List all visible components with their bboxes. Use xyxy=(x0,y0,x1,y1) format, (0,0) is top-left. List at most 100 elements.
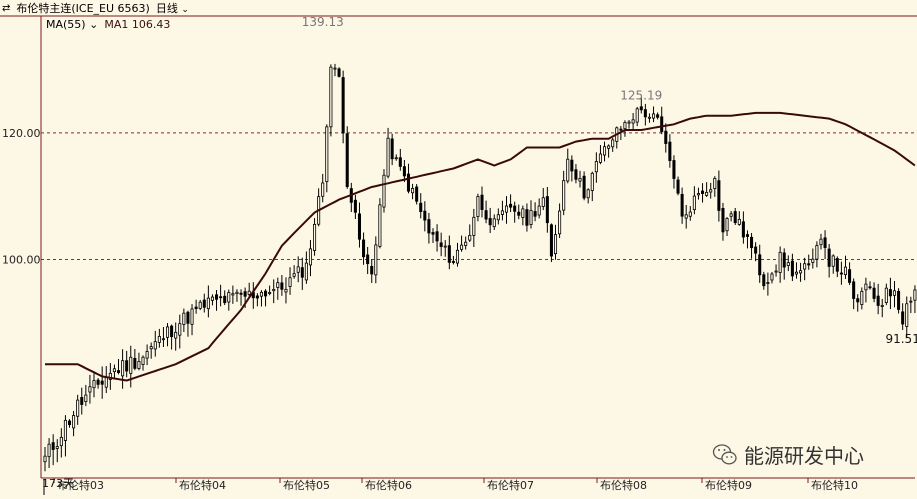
candle-body xyxy=(357,213,361,240)
candle-body xyxy=(276,282,280,288)
candle-body xyxy=(594,161,598,173)
candle-body xyxy=(443,245,447,248)
x-tick-label: 布伦特03 xyxy=(57,478,104,492)
ma-selector[interactable]: MA(55) ⌄ xyxy=(46,18,98,31)
period-selector[interactable]: 日线 ⌄ xyxy=(156,0,189,16)
candle-body xyxy=(901,311,905,325)
x-tick-label: 布伦特08 xyxy=(600,478,647,492)
price-annotation: 91.51 xyxy=(885,332,917,346)
chart-menu-icon[interactable]: ⇄ xyxy=(2,2,11,14)
candle-body xyxy=(852,281,856,299)
candle-body xyxy=(325,126,329,183)
candle-body xyxy=(280,282,284,290)
ma1-value: MA1 106.43 xyxy=(104,18,171,31)
candle-body xyxy=(321,182,325,197)
candle-body xyxy=(819,238,823,246)
candle-body xyxy=(741,221,745,238)
candle-body xyxy=(304,262,308,281)
candle-body xyxy=(864,283,868,291)
candle-body xyxy=(488,218,492,226)
candle-body xyxy=(672,160,676,179)
candle-body xyxy=(129,356,133,374)
candle-body xyxy=(705,191,709,196)
candle-body xyxy=(84,394,88,402)
candle-body xyxy=(790,260,794,277)
candle-body xyxy=(300,267,304,278)
candle-body xyxy=(272,289,276,292)
candle-body xyxy=(656,114,660,118)
candle-body xyxy=(892,290,897,296)
candle-body xyxy=(255,295,259,299)
candle-body xyxy=(223,295,227,304)
candle-body xyxy=(913,289,917,301)
candle-body xyxy=(341,77,345,134)
candle-body xyxy=(623,122,627,130)
candle-body xyxy=(652,113,656,119)
candle-body xyxy=(313,223,317,251)
candle-body xyxy=(374,244,378,276)
candle-body xyxy=(664,130,668,144)
candle-body xyxy=(186,311,190,324)
candle-body xyxy=(582,175,586,199)
candle-body xyxy=(247,290,251,295)
candle-body xyxy=(660,116,664,133)
day-count-label: 173天 xyxy=(42,477,74,490)
candle-body xyxy=(799,270,803,274)
candle-body xyxy=(578,178,582,182)
candle-body xyxy=(733,211,737,224)
candle-body xyxy=(843,266,848,276)
candle-body xyxy=(112,368,116,373)
candle-body xyxy=(125,360,129,372)
candle-body xyxy=(880,304,884,307)
candle-body xyxy=(504,205,509,213)
x-tick-label: 布伦特07 xyxy=(487,478,534,492)
candle-body xyxy=(529,209,533,226)
chart-header: ⇄ 布伦特主连(ICE_EU 6563) 日线 ⌄ xyxy=(0,0,917,16)
y-tick-label: 120.00 xyxy=(2,127,41,140)
candle-body xyxy=(231,293,235,296)
candle-body xyxy=(603,146,607,156)
candle-body xyxy=(811,258,815,263)
ma-selector-label: MA(55) xyxy=(46,18,86,31)
candle-body xyxy=(215,294,219,300)
candle-body xyxy=(447,245,451,263)
candle-body xyxy=(108,372,112,380)
candle-body xyxy=(398,157,402,167)
candle-body xyxy=(194,306,198,309)
candle-body xyxy=(484,210,488,220)
candle-body xyxy=(815,245,819,260)
candle-body xyxy=(541,197,545,207)
candle-body xyxy=(366,254,370,265)
candle-body xyxy=(190,308,194,325)
candle-body xyxy=(427,219,431,234)
candle-body xyxy=(513,205,517,212)
candle-body xyxy=(831,255,835,267)
candle-body xyxy=(827,248,831,267)
candle-body xyxy=(202,299,206,308)
candle-body xyxy=(888,289,892,297)
candle-body xyxy=(435,231,439,242)
candle-body xyxy=(243,291,247,297)
candle-body xyxy=(598,153,602,163)
candle-body xyxy=(455,249,460,264)
candle-body xyxy=(353,199,357,213)
candle-body xyxy=(533,211,537,217)
candle-body xyxy=(839,272,843,275)
candle-body xyxy=(96,379,100,385)
candle-body xyxy=(647,116,651,119)
candle-body xyxy=(198,301,202,309)
candle-body xyxy=(67,420,72,426)
candle-body xyxy=(464,241,468,246)
candle-body xyxy=(386,137,390,177)
candle-body xyxy=(264,290,268,297)
candle-body xyxy=(137,361,141,369)
candle-body xyxy=(635,108,639,123)
candle-body xyxy=(104,376,108,388)
price-annotation: 139.13 xyxy=(302,15,344,29)
candle-body xyxy=(121,360,125,377)
candle-body xyxy=(362,239,366,258)
candle-body xyxy=(329,66,333,128)
candle-body xyxy=(725,218,729,232)
